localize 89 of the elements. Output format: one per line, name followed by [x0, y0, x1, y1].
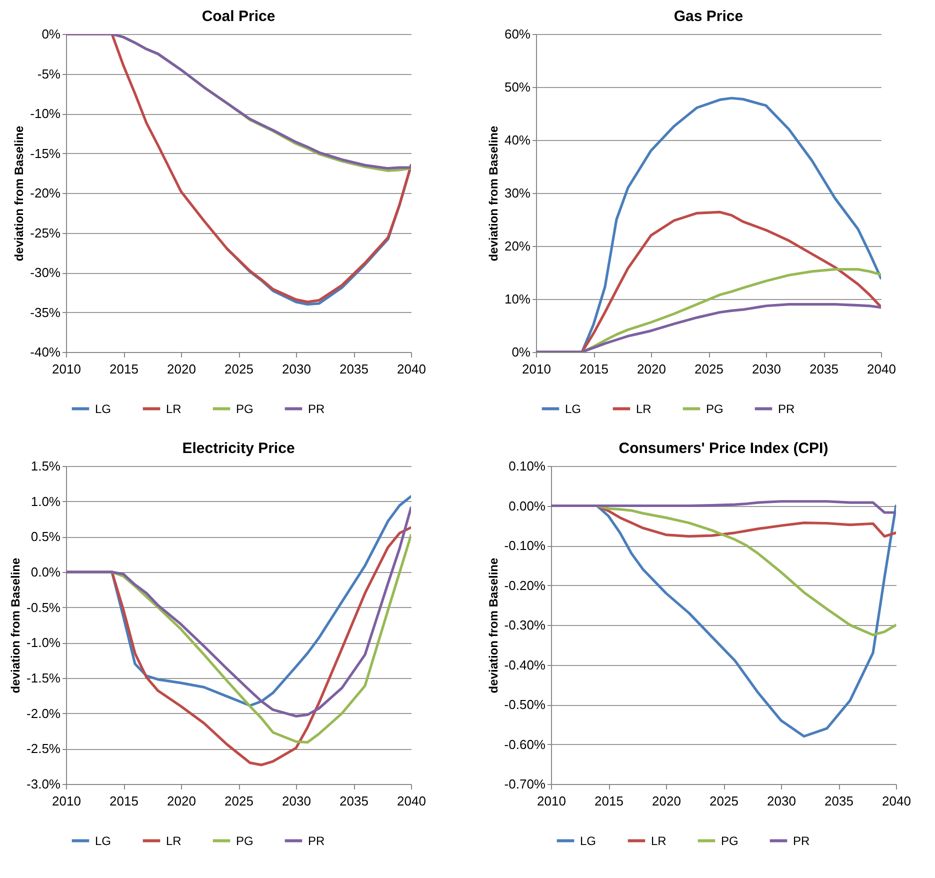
y-tick-label: -0.30%	[504, 618, 546, 632]
x-tick-label: 2030	[282, 362, 311, 376]
x-tick-label: 2010	[52, 362, 81, 376]
y-tick-label: 0.0%	[30, 564, 61, 580]
x-tick-label: 2025	[694, 362, 724, 376]
x-tick-label: 2010	[52, 794, 81, 808]
x-tick-label: 2020	[637, 362, 666, 376]
y-tick-label: -20%	[30, 186, 61, 200]
y-tick-label: 0.10%	[508, 458, 546, 474]
x-tick-label: 2015	[594, 794, 624, 808]
y-tick-label: -1.0%	[26, 635, 61, 650]
chart-title: Consumers' Price Index (CPI)	[618, 440, 828, 457]
y-axis-title: deviation from Baseline	[12, 125, 26, 262]
x-tick-label: 2035	[340, 362, 368, 376]
chart-title: Gas Price	[674, 8, 744, 25]
legend-label: LG	[95, 834, 112, 848]
x-tick-label: 2030	[752, 362, 781, 376]
x-tick-label: 2040	[867, 362, 896, 376]
y-tick-label: -2.0%	[26, 706, 61, 721]
x-tick-label: 2035	[824, 794, 854, 808]
x-tick-label: 2010	[522, 362, 551, 376]
legend-label: PR	[308, 834, 326, 848]
x-tick-label: 2015	[110, 362, 138, 376]
y-tick-label: -0.5%	[26, 600, 61, 615]
y-axis-title: deviation from Baseline	[8, 557, 23, 694]
y-tick-label: -0.40%	[504, 657, 546, 672]
legend-label: PR	[778, 402, 796, 416]
y-tick-label: 0.5%	[30, 529, 61, 544]
y-tick-label: 0%	[512, 344, 531, 360]
legend-label: LR	[636, 402, 652, 416]
x-tick-label: 2035	[810, 362, 838, 376]
y-tick-label: -0.70%	[504, 776, 546, 792]
y-tick-label: 30%	[504, 186, 531, 200]
y-tick-label: 10%	[504, 292, 531, 306]
y-tick-label: -5%	[37, 66, 61, 82]
y-tick-label: -10%	[30, 106, 61, 121]
y-tick-label: -30%	[30, 265, 61, 280]
y-tick-label: -35%	[30, 304, 61, 320]
y-tick-label: -3.0%	[26, 776, 61, 792]
x-tick-label: 2025	[710, 794, 738, 808]
legend-label: LG	[95, 402, 112, 416]
x-tick-label: 2020	[167, 794, 196, 808]
y-axis-title: deviation from Baseline	[486, 125, 500, 262]
x-tick-label: 2020	[167, 362, 196, 376]
x-tick-label: 2030	[282, 794, 311, 808]
y-tick-label: 50%	[504, 80, 531, 94]
y-axis-title: deviation from Baseline	[486, 557, 500, 694]
x-tick-label: 2040	[882, 794, 911, 808]
y-tick-label: -0.50%	[504, 697, 546, 712]
x-tick-label: 2035	[340, 794, 368, 808]
y-tick-label: -1.5%	[26, 670, 61, 686]
y-tick-label: -40%	[30, 344, 61, 360]
legend-label: PG	[236, 834, 254, 848]
y-tick-label: 40%	[504, 132, 531, 148]
y-tick-label: -15%	[30, 146, 61, 161]
y-tick-label: -25%	[30, 225, 61, 240]
x-tick-label: 2020	[652, 794, 681, 808]
x-tick-label: 2010	[537, 794, 566, 808]
y-tick-label: -2.5%	[26, 741, 61, 756]
legend-label: LR	[166, 402, 182, 416]
y-tick-label: -0.20%	[504, 578, 546, 593]
x-tick-label: 2025	[224, 794, 254, 808]
y-tick-label: 0.00%	[508, 498, 546, 514]
y-tick-label: 20%	[504, 238, 531, 254]
x-tick-label: 2015	[110, 794, 138, 808]
legend-label: PG	[706, 402, 724, 416]
legend-label: LR	[166, 834, 182, 848]
x-tick-label: 2015	[580, 362, 608, 376]
x-tick-label: 2025	[224, 362, 254, 376]
y-tick-label: 0%	[42, 26, 61, 42]
legend-label: PR	[308, 402, 326, 416]
x-tick-label: 2040	[397, 794, 426, 808]
y-tick-label: 1.5%	[30, 458, 61, 474]
legend-label: LG	[565, 402, 582, 416]
line-series	[551, 500, 896, 514]
y-tick-label: -0.10%	[504, 538, 546, 553]
legend-label: PG	[236, 402, 254, 416]
x-tick-label: 2030	[767, 794, 796, 808]
legend-label: PR	[793, 834, 810, 848]
chart-title: Electricity Price	[182, 440, 295, 457]
line-series	[66, 34, 411, 170]
y-tick-label: 1.0%	[30, 494, 61, 509]
y-tick-label: 60%	[504, 26, 531, 42]
x-tick-label: 2040	[397, 362, 426, 376]
legend-label: PG	[721, 834, 738, 848]
y-tick-label: -0.60%	[504, 736, 546, 752]
legend-label: LR	[651, 834, 667, 848]
legend-label: LG	[580, 834, 596, 848]
chart-title: Coal Price	[202, 8, 276, 25]
